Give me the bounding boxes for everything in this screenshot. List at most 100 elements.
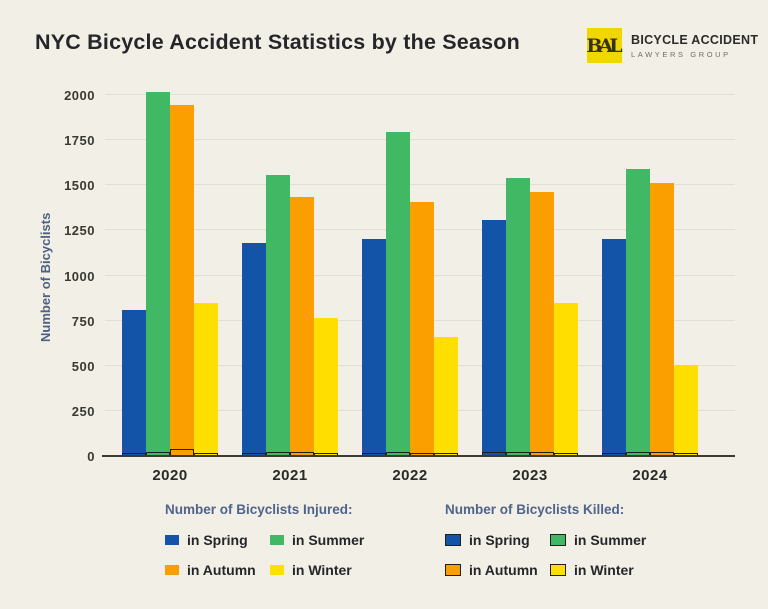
bar-slot-in-autumn-2024 [650,95,674,456]
bar-slot-in-winter-2022 [434,95,458,456]
bar-group-2022 [362,95,458,456]
legend-swatch-icon [445,564,461,576]
bar-slot-in-spring-2024 [602,95,626,456]
legend-label: in Spring [469,532,530,548]
bar-injured-in-summer-2021 [266,175,290,456]
legend-header-injured: Number of Bicyclists Injured: [165,502,353,517]
bar-slot-in-autumn-2020 [170,95,194,456]
gridline-1500 [105,184,735,186]
legend-items: in Spring in Summer in Autumn in Winter [165,532,364,578]
legend-label: in Summer [574,532,647,548]
legend-item-injured-in-spring: in Spring [165,532,270,548]
y-tick-label-1250: 1250 [64,223,95,239]
bar-slot-in-summer-2023 [506,95,530,456]
x-axis-line [102,455,735,457]
logo-subtitle: LAWYERS GROUP [631,49,731,59]
bar-injured-in-spring-2023 [482,220,506,456]
legend-swatch-icon [165,565,179,575]
x-tick-label-2021: 2021 [272,467,308,484]
legend-item-injured-in-autumn: in Autumn [165,562,270,578]
bar-injured-in-spring-2022 [362,238,386,456]
bar-injured-in-spring-2020 [122,309,146,456]
bar-group-2021 [242,95,338,456]
legend-swatch-icon [445,534,461,546]
legend-label: in Spring [187,532,248,548]
legend-swatch-icon [165,535,179,545]
bar-slot-in-summer-2022 [386,95,410,456]
y-tick-label-250: 250 [71,403,95,419]
bar-injured-in-winter-2022 [434,336,458,456]
bar-injured-in-winter-2020 [194,303,218,456]
legend-killed: Number of Bicyclists Killed: in Spring in … [445,502,646,578]
bar-injured-in-winter-2021 [314,317,338,456]
bar-slot-in-winter-2021 [314,95,338,456]
x-tick-label-2023: 2023 [512,467,548,484]
legend-swatch-icon [270,535,284,545]
legend-item-killed-in-spring: in Spring [445,532,550,548]
logo-monogram: BAL [586,34,622,57]
logo-text: BICYCLE ACCIDENT LAWYERS GROUP [631,33,758,59]
y-tick-label-2000: 2000 [64,88,95,103]
bar-slot-in-autumn-2022 [410,95,434,456]
logo: BAL BICYCLE ACCIDENT LAWYERS GROUP [586,28,758,63]
bar-injured-in-spring-2021 [242,243,266,456]
y-tick-label-1000: 1000 [64,268,95,284]
bar-injured-in-summer-2024 [626,169,650,456]
bar-slot-in-autumn-2023 [530,95,554,456]
x-tick-label-2022: 2022 [392,467,428,484]
bar-injured-in-autumn-2022 [410,201,434,456]
legend-label: in Autumn [187,562,256,578]
bar-slot-in-summer-2024 [626,95,650,456]
bar-group-2020 [122,92,218,456]
page-title: NYC Bicycle Accident Statistics by the S… [35,30,520,54]
legend-item-killed-in-summer: in Summer [550,532,646,548]
bar-slot-in-spring-2021 [242,95,266,456]
gridline-1750 [105,139,735,141]
bar-injured-in-autumn-2020 [170,104,194,456]
gridline-2000 [105,94,735,95]
legend-swatch-icon [550,564,566,576]
bar-slot-in-summer-2020 [146,92,170,456]
bar-group-2024 [602,95,698,456]
legend-item-killed-in-winter: in Winter [550,562,646,578]
legend-label: in Winter [574,562,634,578]
bar-slot-in-winter-2023 [554,95,578,456]
y-tick-label-1500: 1500 [64,178,95,194]
bar-injured-in-spring-2024 [602,239,626,456]
legend-items: in Spring in Summer in Autumn in Winter [445,532,646,578]
logo-name: BICYCLE ACCIDENT [631,32,759,47]
legend-label: in Winter [292,562,352,578]
legend-injured: Number of Bicyclists Injured: in Spring in… [165,502,364,578]
bar-injured-in-winter-2024 [674,364,698,456]
y-tick-label-500: 500 [71,358,95,374]
legend-swatch-icon [550,534,566,546]
bar-slot-in-winter-2020 [194,95,218,456]
bar-slot-in-autumn-2021 [290,95,314,456]
y-tick-label-0: 0 [87,449,95,464]
bar-injured-in-summer-2022 [386,132,410,456]
bar-slot-in-spring-2022 [362,95,386,456]
plot-area: 0 250 500 750 1000 1250 1500 1750 2000 2020 2021 20… [64,88,735,484]
bar-slot-in-spring-2020 [122,95,146,456]
bar-injured-in-summer-2023 [506,178,530,456]
bar-slot-in-spring-2023 [482,95,506,456]
bar-injured-in-autumn-2024 [650,183,674,456]
bar-slot-in-summer-2021 [266,95,290,456]
bar-slot-in-winter-2024 [674,95,698,456]
legend-swatch-icon [270,565,284,575]
legend-label: in Autumn [469,562,538,578]
legend-item-injured-in-winter: in Winter [270,562,364,578]
bar-injured-in-autumn-2023 [530,191,554,456]
y-tick-label-1750: 1750 [64,133,95,149]
y-tick-label-750: 750 [71,313,95,329]
x-tick-label-2024: 2024 [632,467,668,484]
logo-badge-icon: BAL [586,28,623,63]
bar-injured-in-winter-2023 [554,302,578,456]
legend-item-injured-in-summer: in Summer [270,532,364,548]
legend-header-killed: Number of Bicyclists Killed: [445,502,625,517]
legend-item-killed-in-autumn: in Autumn [445,562,550,578]
x-tick-label-2020: 2020 [152,467,188,484]
bar-injured-in-autumn-2021 [290,196,314,456]
bar-injured-in-summer-2020 [146,92,170,456]
